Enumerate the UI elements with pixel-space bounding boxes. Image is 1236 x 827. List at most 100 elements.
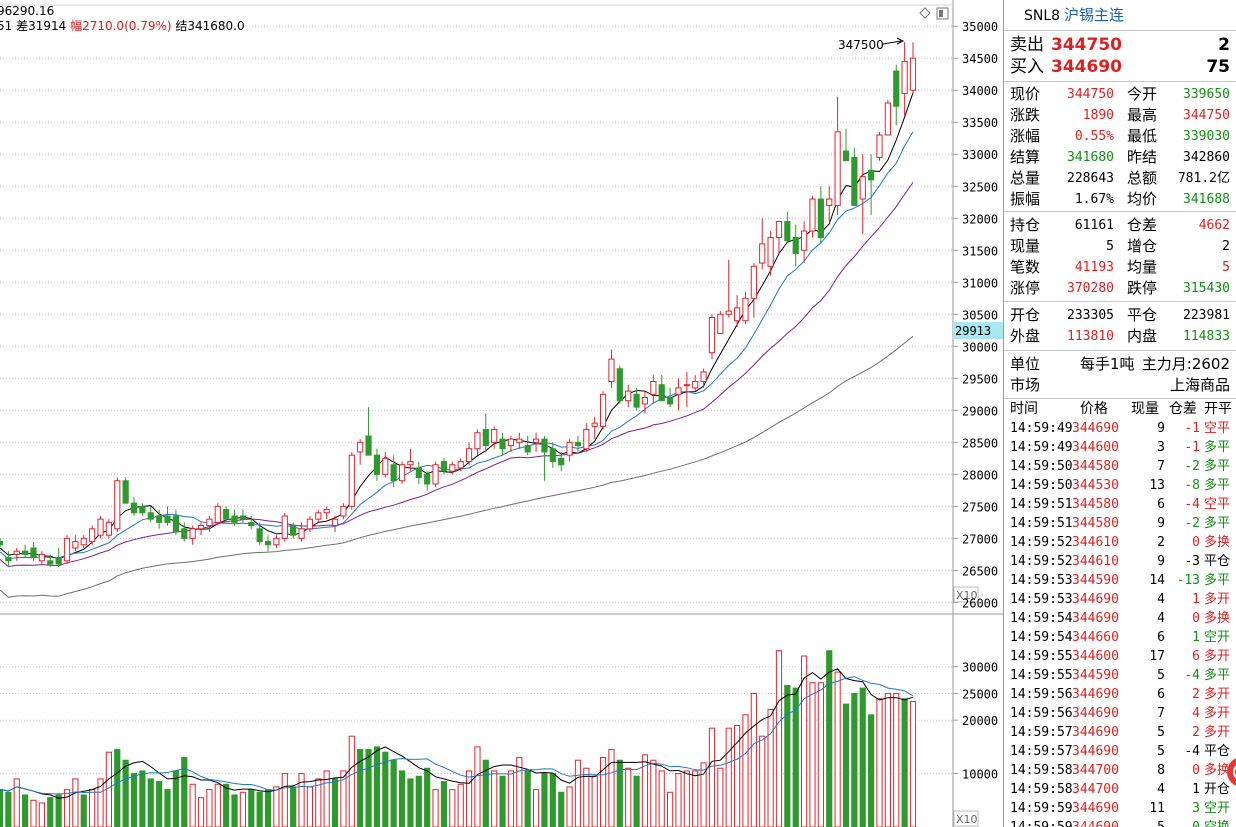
stat-value: 0.55% (1074, 129, 1114, 144)
candle-up (599, 393, 607, 427)
diamond-icon[interactable] (919, 7, 931, 19)
tick-time: 14:59:59 (1010, 801, 1073, 816)
symbol-header[interactable]: SNL8 沪锡主连 (1004, 4, 1236, 28)
tick-kind: 平仓 (1204, 744, 1231, 759)
tick-qty: 7 (1157, 459, 1165, 474)
candle-down (55, 557, 62, 565)
tick-qty: 8 (1157, 763, 1165, 778)
stat-label: 均量 (1127, 258, 1158, 276)
candle-up (767, 236, 774, 267)
volume-bar-up (315, 778, 322, 827)
candle-down (130, 502, 138, 514)
candle-up (80, 537, 87, 546)
volume-bar-down (842, 703, 850, 827)
volume-bar-down (398, 770, 406, 827)
candle-up (449, 464, 456, 472)
stat-label: 昨结 (1127, 148, 1158, 166)
tick-kind: 空开 (1204, 801, 1231, 816)
floating-action-button[interactable] (1227, 757, 1236, 787)
volume-bar-up (834, 671, 841, 827)
candle-up (884, 102, 891, 136)
candle-up (38, 553, 45, 562)
volume-bar-down (859, 687, 866, 827)
volume-bar-down (792, 687, 799, 827)
candle-up (583, 429, 590, 450)
volume-bar-up (532, 789, 540, 827)
volume-bar-up (717, 767, 724, 827)
candle-down (415, 467, 422, 479)
tick-qty: 5 (1157, 668, 1165, 683)
tick-qty: 7 (1157, 706, 1165, 721)
candle-up (465, 448, 473, 463)
candle-up (491, 429, 498, 443)
volume-bar-up (214, 783, 221, 827)
kline-chart-area[interactable]: 29913 X10 X10 35000 34500 34000 33500 33000 3… (0, 0, 1003, 827)
stat-label: 结算 (1010, 148, 1041, 166)
tick-price: 344590 (1072, 573, 1119, 588)
volume-bar-up (89, 789, 96, 827)
tick-kind: 多开 (1204, 706, 1231, 721)
volume-bar-up (750, 692, 757, 827)
volume-bar-down (549, 773, 556, 827)
volume-bar-up (734, 725, 741, 827)
volume-bar-up (474, 746, 481, 827)
volume-bar-up (30, 799, 37, 827)
candle-up (516, 438, 523, 443)
price-tick-label: 29500 (962, 372, 998, 386)
volume-bar-up (608, 749, 615, 827)
tick-time: 14:59:55 (1010, 649, 1073, 664)
candle-down (22, 550, 29, 555)
volume-bar-down (407, 778, 414, 827)
candle-up (759, 243, 766, 264)
candle-up (826, 198, 833, 206)
candle-down (223, 509, 230, 520)
tick-oi-change: 1 (1192, 630, 1200, 645)
candle-down (424, 473, 431, 485)
ma20-line (0, 182, 914, 568)
candle-up (306, 518, 314, 530)
stat-label: 内盘 (1127, 327, 1158, 345)
stat-value: 344750 (1067, 87, 1114, 102)
candle-up (675, 387, 682, 395)
candle-down (181, 528, 188, 539)
candle-down (147, 512, 154, 520)
price-tick-label: 27000 (962, 532, 998, 546)
price-tick-label: 31500 (962, 244, 998, 258)
candle-up (105, 521, 112, 536)
tick-price: 344660 (1072, 630, 1119, 645)
tick-time: 14:59:53 (1010, 573, 1073, 588)
stat-label: 笔数 (1010, 258, 1041, 276)
candle-up (532, 438, 540, 443)
volume-bar-up (591, 775, 598, 827)
volume-bar-down (0, 789, 4, 827)
tick-qty: 6 (1157, 497, 1165, 512)
volume-bar-down (122, 759, 129, 827)
candle-up (72, 541, 79, 549)
tick-time: 14:59:57 (1010, 725, 1073, 740)
price-tick-label: 27500 (962, 500, 998, 514)
candle-down (373, 454, 381, 475)
volume-bar-up (675, 773, 682, 827)
volume-bar-down (390, 759, 397, 827)
window-toggle-icon[interactable] (936, 7, 949, 20)
chart-toolbar[interactable] (919, 7, 949, 20)
volume-bar-down (424, 767, 431, 827)
volume-bar-up (625, 767, 632, 827)
tick-time: 14:59:53 (1010, 592, 1073, 607)
tick-time: 14:59:51 (1010, 497, 1073, 512)
tick-price: 344690 (1072, 421, 1119, 436)
tick-kind: 多开 (1204, 592, 1231, 607)
candle-up (382, 457, 389, 475)
stat-value: 5 (1222, 260, 1230, 275)
candle-up (315, 512, 322, 520)
ma10-line (0, 131, 914, 560)
candle-down (172, 515, 179, 533)
tick-qty: 3 (1157, 440, 1165, 455)
stat-value: 781.2亿 (1177, 171, 1230, 186)
candle-down (256, 528, 263, 543)
candle-up (717, 313, 724, 335)
volume-tick-label: 20000 (962, 714, 998, 728)
kline-chart[interactable]: 29913 X10 X10 35000 34500 34000 33500 33000 3… (0, 0, 1003, 827)
tick-kind: 平仓 (1204, 554, 1231, 569)
tick-time: 14:59:55 (1010, 668, 1073, 683)
